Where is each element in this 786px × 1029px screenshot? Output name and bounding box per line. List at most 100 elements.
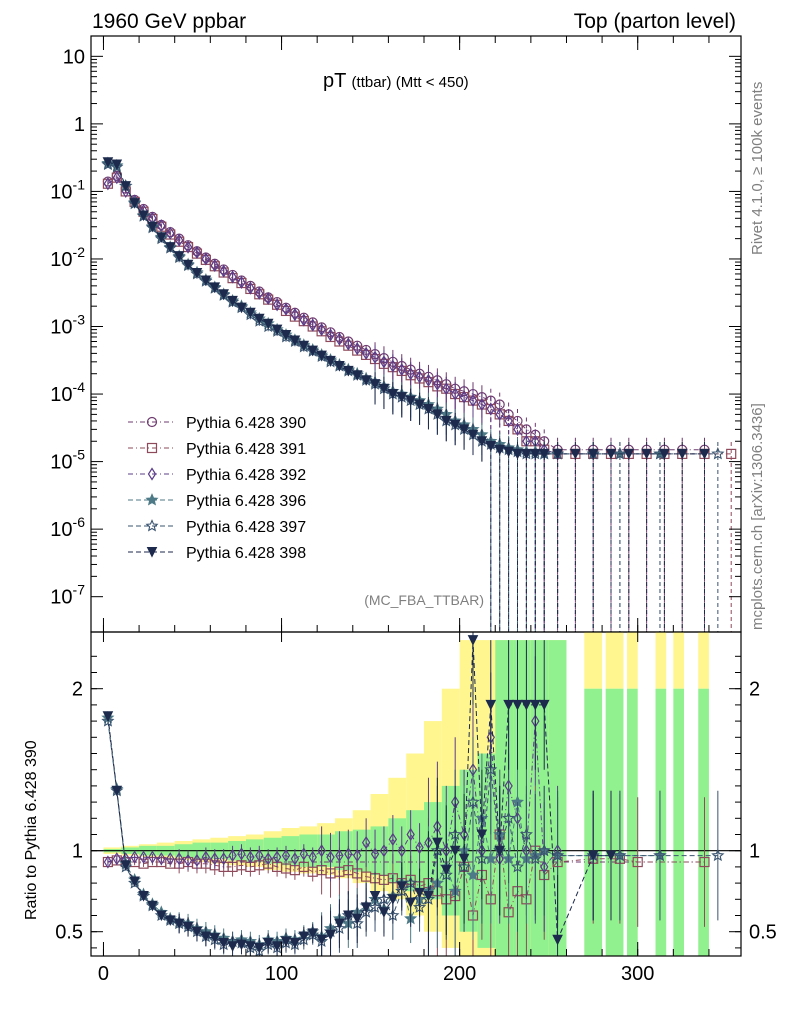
data-point (711, 446, 725, 460)
data-point (344, 337, 353, 351)
ratio-y-tick-label: 1 (72, 841, 83, 863)
y-tick-base: 10 (50, 452, 72, 474)
y-tick-base: 10 (50, 384, 72, 406)
ratio-point (245, 941, 256, 952)
data-point (182, 259, 194, 271)
data-point (281, 302, 291, 316)
data-point (387, 389, 399, 400)
plot-title-main: pT (323, 70, 346, 92)
ratio-point (503, 699, 514, 711)
ratio-point (255, 848, 264, 863)
ratio-point (280, 936, 292, 948)
ratio-point (476, 829, 488, 841)
ratio-point (111, 785, 123, 797)
data-point (613, 447, 627, 460)
data-point (521, 448, 532, 460)
ratio-point (344, 847, 353, 861)
ratio-point (632, 856, 643, 868)
ratio-point (335, 848, 344, 863)
series-6 (102, 157, 710, 632)
ratio-point (218, 938, 229, 949)
data-point (200, 275, 212, 287)
data-point (449, 419, 461, 431)
legend-marker (147, 467, 157, 481)
uncertainty-band-green (673, 688, 685, 956)
ratio-y-tick-label-right: 1 (749, 841, 760, 863)
data-point (201, 252, 211, 266)
data-point (513, 422, 522, 436)
ratio-point (369, 891, 381, 902)
ratio-point (510, 859, 525, 873)
ratio-point (387, 894, 399, 905)
ratio-point (537, 843, 551, 857)
ratio-y-tick-label: 0.5 (55, 922, 83, 944)
legend-marker (146, 547, 158, 558)
ratio-point (415, 840, 424, 855)
data-point (468, 393, 478, 408)
ratio-point (353, 848, 362, 863)
ratio-point (148, 850, 157, 864)
data-point (271, 324, 283, 336)
series-1 (102, 170, 710, 632)
ratio-point (262, 938, 274, 949)
ratio-point (494, 845, 506, 857)
data-point (263, 291, 273, 306)
legend-entry-1: Pythia 6.428 390 (128, 415, 306, 432)
data-point (237, 275, 246, 290)
uncertainty-band-yellow (584, 632, 603, 689)
data-point (494, 444, 506, 456)
data-point (325, 355, 336, 367)
y-tick-label: 10-3 (50, 312, 85, 339)
y-tick-label: 10-1 (50, 176, 85, 203)
data-point (307, 345, 319, 357)
data-point (361, 346, 371, 361)
data-point (379, 355, 389, 369)
ratio-point (156, 910, 167, 922)
data-point (405, 395, 416, 407)
data-point (262, 318, 274, 330)
data-point (120, 181, 132, 192)
data-point (353, 342, 362, 356)
data-point (316, 350, 327, 362)
y-tick-exponent: -3 (73, 312, 86, 328)
data-point (406, 367, 415, 381)
data-point (605, 448, 617, 460)
ratio-y-tick-label-right: 2 (749, 679, 760, 701)
ratio-point (605, 850, 617, 862)
ratio-point (191, 926, 203, 938)
ratio-point (246, 850, 255, 864)
ratio-point (210, 852, 219, 866)
data-point (317, 322, 326, 337)
ratio-point (432, 837, 443, 849)
ratio-point (200, 931, 212, 943)
data-point (335, 332, 344, 346)
data-point (138, 210, 149, 222)
y-tick-exponent: -7 (73, 582, 86, 598)
uncertainty-band-yellow (698, 632, 709, 689)
ratio-point (512, 699, 523, 711)
plot-title: pT (ttbar) (Mtt < 450) (323, 70, 469, 92)
data-point (485, 441, 497, 452)
y-tick-base: 10 (50, 519, 72, 541)
data-point (245, 307, 256, 319)
legend-label: Pythia 6.428 391 (186, 441, 306, 458)
ratio-point (129, 876, 140, 888)
ratio-point (281, 848, 291, 863)
ratio-point (236, 939, 247, 951)
legend-marker (146, 416, 158, 428)
uncertainty-band-green (530, 640, 549, 956)
data-point (486, 402, 496, 416)
y-tick-exponent: -5 (73, 447, 86, 463)
ratio-point (351, 913, 363, 925)
data-point (396, 392, 408, 403)
ratio-point (360, 902, 372, 914)
y-tick-exponent: -6 (73, 514, 86, 530)
data-point (423, 404, 434, 415)
data-point (467, 429, 479, 441)
ratio-frame (90, 631, 742, 957)
ratio-point (449, 845, 461, 857)
data-point (351, 370, 363, 381)
uncertainty-band-green (627, 688, 638, 956)
ratio-point (414, 887, 425, 899)
ratio-point (138, 891, 149, 902)
